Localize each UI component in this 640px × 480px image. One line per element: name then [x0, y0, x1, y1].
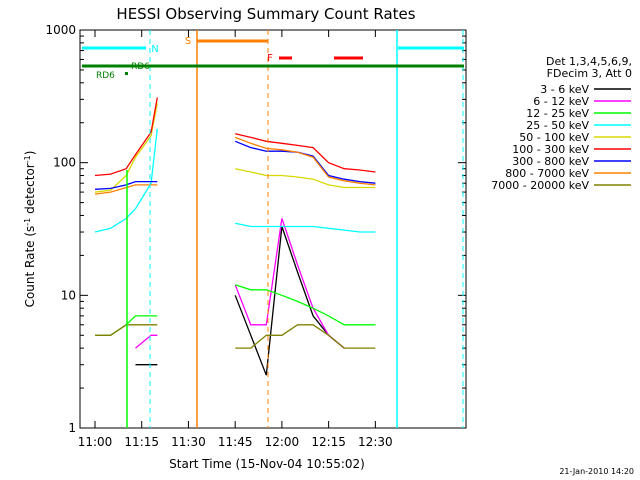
- chart-title: HESSI Observing Summary Count Rates: [116, 5, 415, 23]
- series-line: [94, 128, 376, 233]
- x-tick-label: 11:00: [78, 435, 113, 449]
- legend-entry-label: 7000 - 20000 keV: [491, 179, 589, 192]
- plot-frame: [79, 29, 467, 429]
- legend: Det 1,3,4,5,6,9,FDecim 3, Att 0 3 - 6 keV…: [491, 55, 632, 192]
- legend-entry-label: 12 - 25 keV: [526, 107, 589, 120]
- saa-flag-label: S: [185, 36, 191, 47]
- legend-entry-label: 50 - 100 keV: [519, 131, 589, 144]
- series-line: [94, 97, 376, 177]
- series-lines: [94, 97, 376, 376]
- legend-entry-label: 300 - 800 keV: [512, 155, 589, 168]
- legend-entry-label: 3 - 6 keV: [540, 83, 589, 96]
- x-axis-label: Start Time (15-Nov-04 10:55:02): [169, 457, 365, 471]
- legend-entry-label: 100 - 300 keV: [512, 143, 589, 156]
- y-tick-label: 10: [61, 288, 76, 302]
- x-tick-label: 12:15: [311, 435, 346, 449]
- axis-ticks: 11:00 11:15 11:30 11:45 12:00 12:15 12:30 1 10 10…: [45, 23, 466, 449]
- y-tick-label: 1000: [45, 23, 76, 37]
- legend-entry-label: 25 - 50 keV: [526, 119, 589, 132]
- night-flag-label: N: [151, 44, 158, 55]
- series-line: [94, 103, 376, 193]
- legend-entry-label: 6 - 12 keV: [533, 95, 589, 108]
- rd6-marker: [125, 72, 128, 75]
- x-tick-label: 11:15: [124, 435, 159, 449]
- status-flags: N S F RD6 RD6: [82, 30, 464, 428]
- rd6-flag-label: RD6: [131, 62, 150, 72]
- legend-entry-label: 800 - 7000 keV: [505, 167, 589, 180]
- y-axis-label: Count Rate (s-1 detector-1): [23, 151, 37, 308]
- footer-timestamp: 21-Jan-2010 14:20: [559, 467, 634, 476]
- series-line: [95, 324, 376, 349]
- y-tick-label: 1: [68, 421, 76, 435]
- x-tick-label: 12:00: [265, 435, 300, 449]
- x-tick-label: 11:30: [171, 435, 206, 449]
- legend-header: Det 1,3,4,5,6,9,: [546, 55, 632, 68]
- x-tick-label: 12:30: [358, 435, 393, 449]
- legend-header: FDecim 3, Att 0: [547, 67, 632, 80]
- x-tick-label: 11:45: [218, 435, 253, 449]
- series-line: [94, 136, 376, 195]
- flare-flag-label: F: [267, 53, 273, 64]
- rd6-flag-label: RD6: [96, 71, 115, 81]
- y-tick-label: 100: [53, 156, 76, 170]
- series-line: [135, 218, 345, 349]
